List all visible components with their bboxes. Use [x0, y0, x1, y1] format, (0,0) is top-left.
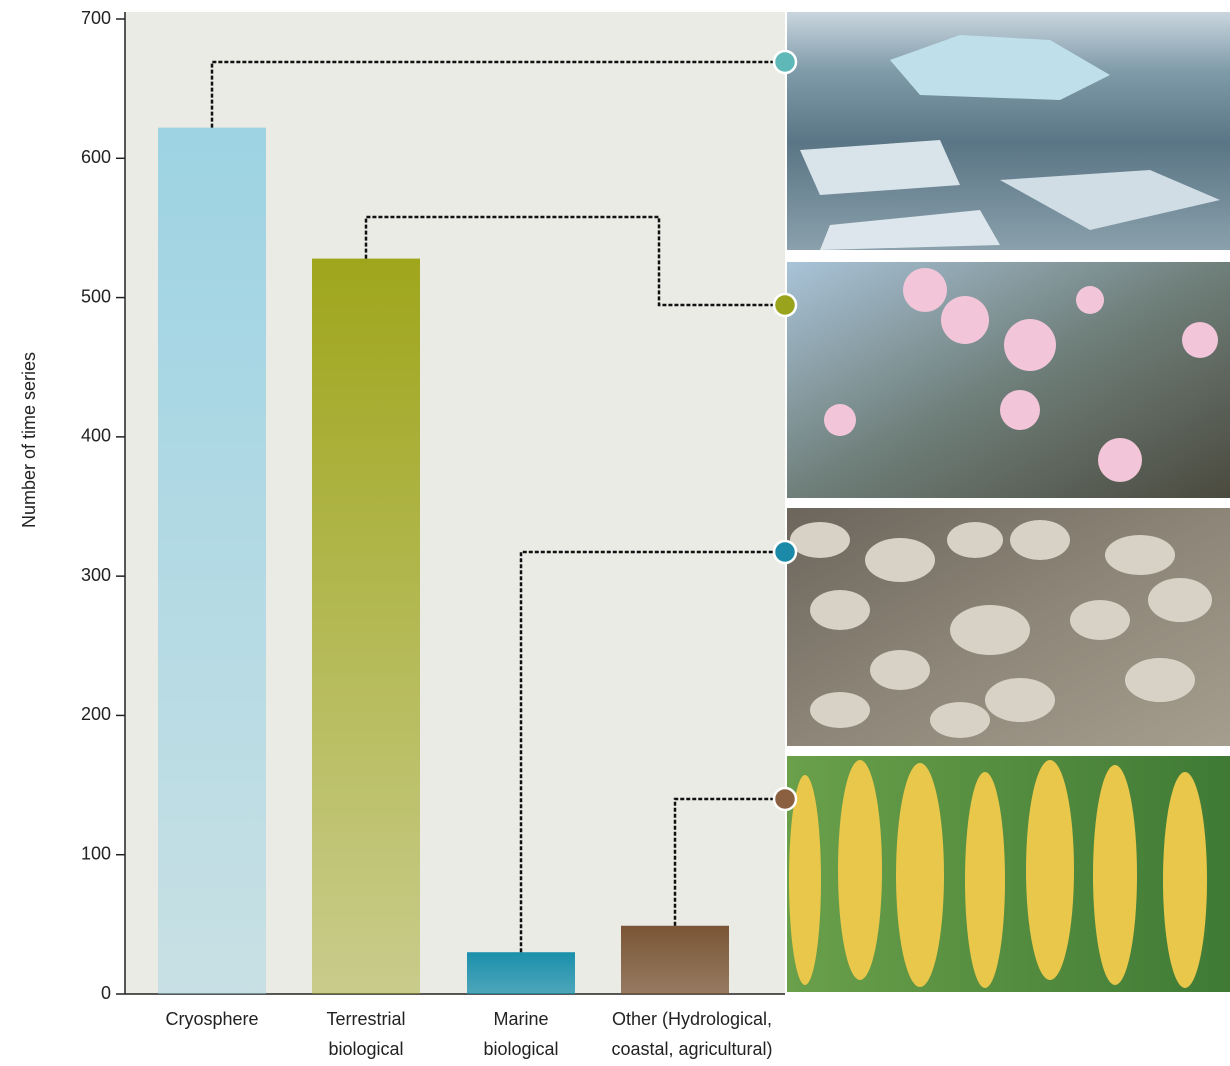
y-axis-label: Number of time series: [19, 352, 39, 528]
y-tick-label: 0: [101, 983, 111, 1003]
x-tick-label: Terrestrial biological: [326, 1009, 406, 1059]
connector: [673, 797, 785, 926]
connector: [210, 60, 785, 128]
marker: [772, 539, 798, 565]
marker: [772, 49, 798, 75]
cobs: [789, 760, 1207, 988]
ice-floe: [800, 140, 960, 195]
y-tick-label: 400: [81, 426, 111, 446]
marker: [772, 292, 798, 318]
connector: [364, 215, 785, 307]
x-tick-label: Cryosphere: [165, 1009, 259, 1029]
connector: [519, 550, 785, 953]
shells: [790, 520, 1212, 738]
y-tick-label: 700: [81, 8, 111, 28]
bar: [158, 127, 266, 994]
x-tick-label: Other (Hydrological, coastal, agricultur…: [611, 1009, 773, 1059]
bar: [621, 925, 729, 994]
photos: [787, 12, 1230, 992]
ice-floe: [820, 210, 1000, 250]
flowers: [824, 268, 1218, 482]
y-tick-label: 100: [81, 843, 111, 863]
y-tick-label: 500: [81, 286, 111, 306]
bar: [467, 952, 575, 994]
iceberg: [890, 35, 1110, 100]
marker: [772, 786, 798, 812]
y-tick-label: 200: [81, 704, 111, 724]
x-tick-label: Marine biological: [483, 1009, 559, 1059]
bar: [312, 258, 420, 995]
y-tick-label: 300: [81, 565, 111, 585]
y-tick-label: 600: [81, 147, 111, 167]
ice-floe: [1000, 170, 1220, 230]
photo-blossom: [787, 262, 1230, 498]
